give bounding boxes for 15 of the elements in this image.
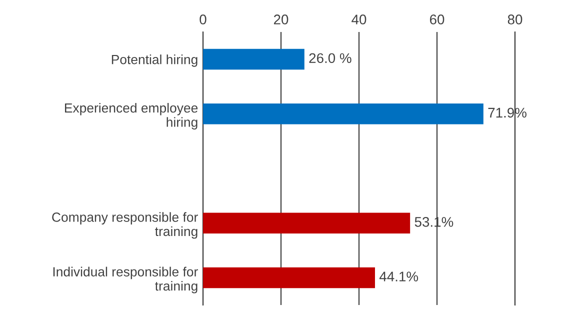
bar <box>203 104 484 124</box>
bar <box>203 212 410 234</box>
bar <box>203 48 304 70</box>
y-tick-label: Experienced employee hiring <box>65 102 198 130</box>
data-label: 44.1% <box>379 272 418 282</box>
x-tick-label: 80 <box>508 14 522 24</box>
y-tick-label: Individual responsible for training <box>53 266 198 294</box>
x-tick-label: 40 <box>352 14 366 24</box>
x-tick-label: 20 <box>274 14 288 24</box>
y-tick-label: Potential hiring <box>112 54 198 67</box>
y-tick-label: Company responsible for training <box>52 212 198 239</box>
data-label: 26.0 % <box>309 53 352 64</box>
x-tick-label: 60 <box>430 14 444 24</box>
bar <box>203 267 375 288</box>
x-tick-label: 0 <box>200 14 206 24</box>
